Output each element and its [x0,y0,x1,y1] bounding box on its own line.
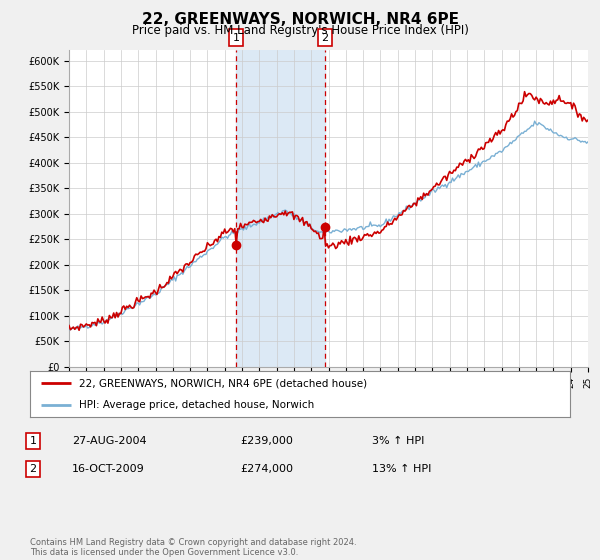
Text: £239,000: £239,000 [240,436,293,446]
Text: 22, GREENWAYS, NORWICH, NR4 6PE: 22, GREENWAYS, NORWICH, NR4 6PE [142,12,458,26]
Text: 1: 1 [29,436,37,446]
Text: 2: 2 [29,464,37,474]
Bar [236,50,325,367]
Text: 13% ↑ HPI: 13% ↑ HPI [372,464,431,474]
Text: Price paid vs. HM Land Registry's House Price Index (HPI): Price paid vs. HM Land Registry's House … [131,24,469,38]
Text: 22, GREENWAYS, NORWICH, NR4 6PE (detached house): 22, GREENWAYS, NORWICH, NR4 6PE (detache… [79,378,367,388]
Text: £274,000: £274,000 [240,464,293,474]
Text: Contains HM Land Registry data © Crown copyright and database right 2024.
This d: Contains HM Land Registry data © Crown c… [30,538,356,557]
Text: 1: 1 [232,32,239,43]
Text: 16-OCT-2009: 16-OCT-2009 [72,464,145,474]
Text: 2: 2 [322,32,328,43]
Text: HPI: Average price, detached house, Norwich: HPI: Average price, detached house, Norw… [79,400,314,410]
Text: 27-AUG-2004: 27-AUG-2004 [72,436,146,446]
Text: 3% ↑ HPI: 3% ↑ HPI [372,436,424,446]
